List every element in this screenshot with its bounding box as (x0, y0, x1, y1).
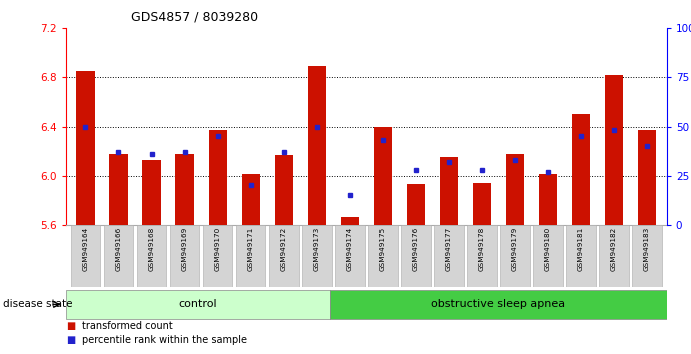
Text: GSM949172: GSM949172 (281, 227, 287, 271)
Text: transformed count: transformed count (82, 321, 172, 331)
Text: GSM949170: GSM949170 (215, 227, 220, 271)
Text: GSM949179: GSM949179 (512, 227, 518, 271)
Bar (638, 130, 656, 225)
Text: obstructive sleep apnea: obstructive sleep apnea (431, 299, 565, 309)
Text: GSM949175: GSM949175 (380, 227, 386, 271)
Text: GSM949171: GSM949171 (247, 227, 254, 271)
Text: GSM949174: GSM949174 (347, 227, 352, 271)
Bar (104, 225, 133, 287)
Bar (572, 114, 590, 225)
Bar (307, 67, 325, 225)
Bar (137, 225, 167, 287)
Bar (176, 154, 193, 225)
Text: GSM949182: GSM949182 (611, 227, 617, 271)
Bar (202, 225, 232, 287)
Bar (341, 217, 359, 225)
Bar (599, 225, 629, 287)
Text: GSM949173: GSM949173 (314, 227, 320, 271)
Text: GSM949183: GSM949183 (644, 227, 650, 271)
Bar (374, 127, 392, 225)
Bar (401, 225, 430, 287)
Bar (70, 225, 100, 287)
Text: GSM949168: GSM949168 (149, 227, 155, 271)
Text: GSM949177: GSM949177 (446, 227, 452, 271)
Bar (109, 154, 128, 225)
Bar (605, 75, 623, 225)
Bar (473, 183, 491, 225)
Text: percentile rank within the sample: percentile rank within the sample (82, 335, 247, 345)
Text: GSM949164: GSM949164 (82, 227, 88, 271)
Text: GSM949169: GSM949169 (182, 227, 187, 271)
Bar (242, 175, 260, 225)
Bar (302, 225, 332, 287)
Bar (566, 225, 596, 287)
Bar (500, 225, 530, 287)
Text: GSM949176: GSM949176 (413, 227, 419, 271)
Text: GSM949181: GSM949181 (578, 227, 584, 271)
Bar (66, 290, 330, 319)
Bar (407, 184, 425, 225)
Text: ■: ■ (66, 335, 75, 345)
Bar (170, 225, 200, 287)
Bar (335, 225, 365, 287)
Text: GSM949178: GSM949178 (479, 227, 485, 271)
Bar (368, 225, 397, 287)
Text: GDS4857 / 8039280: GDS4857 / 8039280 (131, 11, 258, 24)
Bar (632, 225, 662, 287)
Bar (434, 225, 464, 287)
Text: GSM949180: GSM949180 (545, 227, 551, 271)
Text: control: control (178, 299, 217, 309)
Bar (439, 157, 458, 225)
Bar (539, 175, 557, 225)
Bar (236, 225, 265, 287)
Text: ■: ■ (66, 321, 75, 331)
Text: GSM949166: GSM949166 (115, 227, 122, 271)
Bar (209, 130, 227, 225)
Bar (506, 154, 524, 225)
Bar (77, 71, 95, 225)
Bar (330, 290, 667, 319)
Bar (274, 155, 293, 225)
Bar (142, 160, 160, 225)
Text: disease state: disease state (3, 299, 73, 309)
Bar (467, 225, 497, 287)
Bar (269, 225, 299, 287)
Bar (533, 225, 562, 287)
